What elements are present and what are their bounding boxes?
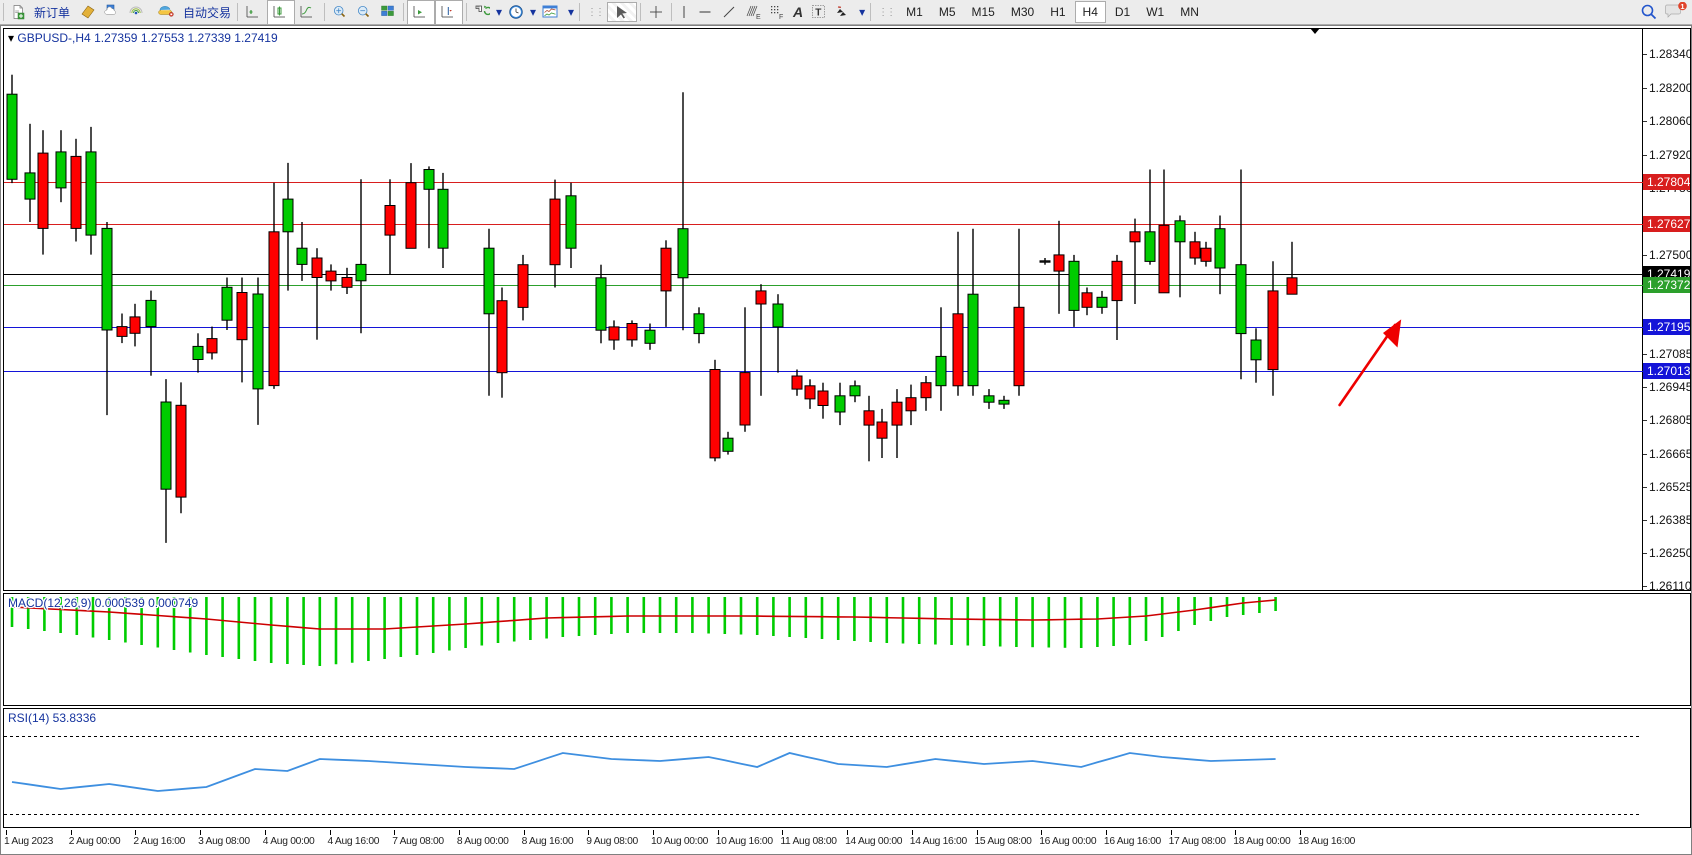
- svg-text:1: 1: [1680, 2, 1684, 11]
- svg-text:T: T: [815, 8, 821, 19]
- svg-text:F: F: [779, 14, 783, 20]
- svg-text:E: E: [756, 14, 761, 20]
